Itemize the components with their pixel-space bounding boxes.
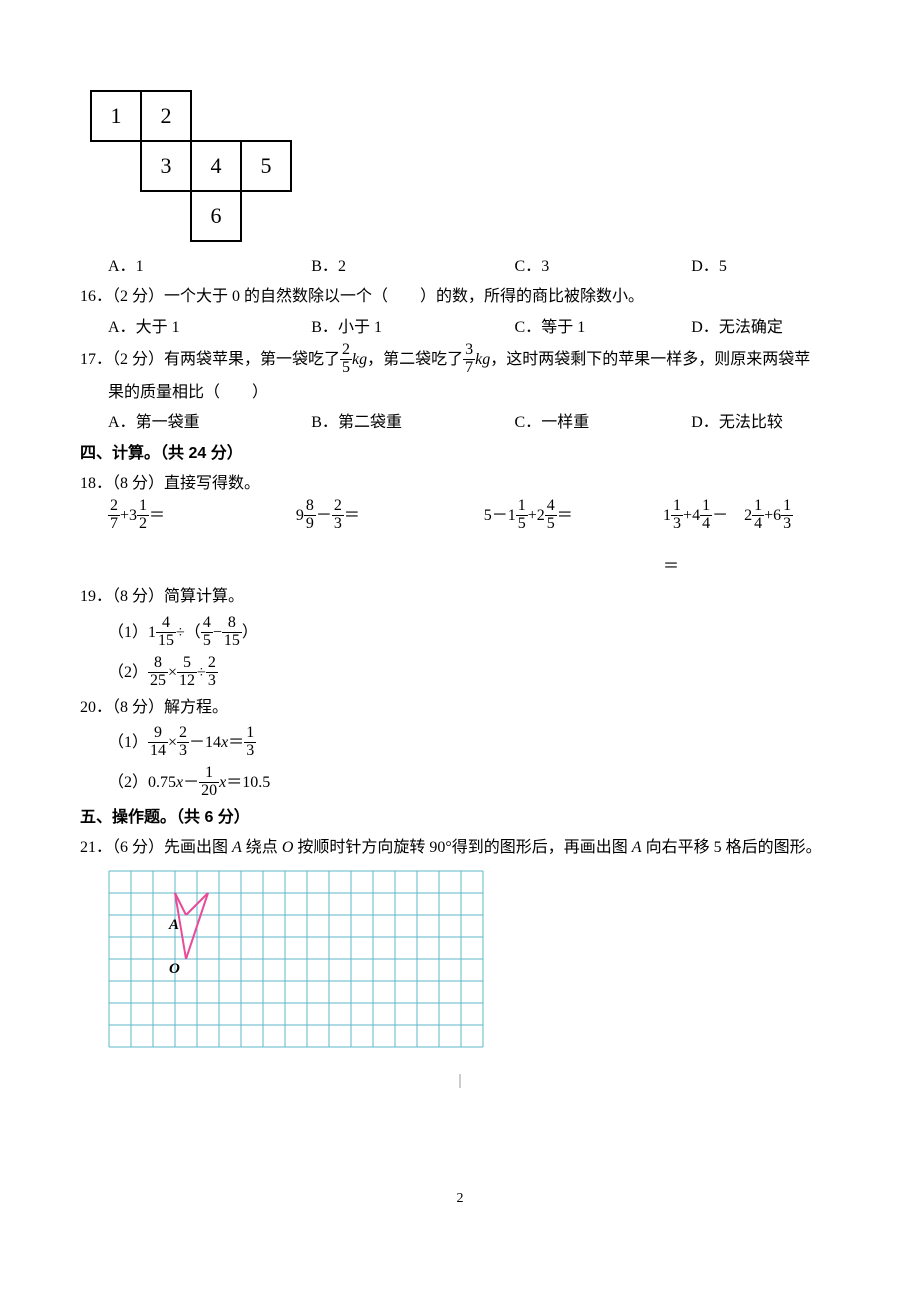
q16-opt-d-text: 无法确定 — [719, 319, 783, 336]
cube-cell-empty — [141, 191, 191, 241]
q18-item-c: 5－115+245＝ — [484, 499, 663, 534]
cube-cell-empty — [191, 91, 241, 141]
grid-svg: AO — [108, 870, 484, 1048]
q20-p2: （2）0.75x－120x＝10.5 — [108, 763, 840, 803]
q20-p1: （1）914×23－14x＝13 — [108, 723, 840, 763]
q19-stem: 19．（8 分）简算计算。 — [80, 582, 840, 612]
svg-text:O: O — [169, 961, 180, 977]
q15-opt-b: B．2 — [311, 252, 514, 282]
q17-opt-d: D．无法比较 — [691, 408, 868, 438]
q17-frac2: 37 — [463, 342, 475, 377]
cube-cell-empty — [241, 91, 291, 141]
q16-opt-a: A．大于 1 — [108, 313, 311, 343]
q16-opt-d: D．无法确定 — [691, 313, 868, 343]
q16-options: A．大于 1 B．小于 1 C．等于 1 D．无法确定 — [108, 313, 868, 343]
q18-row: 27+312＝ 989－23＝ 5－115+245＝ 113+414－ 214+… — [108, 499, 868, 582]
q17-text-c: ，这时两袋剩下的苹果一样多，则原来两袋苹 — [490, 351, 810, 368]
q17-frac1: 25 — [340, 342, 352, 377]
q20-stem: 20．（8 分）解方程。 — [80, 693, 840, 723]
q15-opt-c-text: 3 — [541, 258, 549, 275]
cursor-marker — [459, 1074, 461, 1088]
section-5-heading: 五、操作题。（共 6 分） — [80, 803, 840, 833]
q16-stem: 16．（2 分）一个大于 0 的自然数除以一个（ ）的数，所得的商比被除数小。 — [80, 282, 840, 312]
q17-line1: 17．（2 分）有两袋苹果，第一袋吃了25kg，第二袋吃了37kg，这时两袋剩下… — [80, 343, 840, 378]
q16-stem-a: 16．（2 分）一个大于 0 的自然数除以一个（ — [80, 288, 388, 305]
cube-cell-5: 5 — [241, 141, 291, 191]
q17-text-a: 17．（2 分）有两袋苹果，第一袋吃了 — [80, 351, 340, 368]
q17-line2: 果的质量相比（ ） — [108, 378, 840, 408]
section-4-heading: 四、计算。（共 24 分） — [80, 439, 840, 469]
q18-item-b: 989－23＝ — [296, 499, 484, 534]
q15-opt-a-text: 1 — [136, 258, 144, 275]
q15-opt-b-text: 2 — [338, 258, 346, 275]
q17-opt-a-text: 第一袋重 — [136, 414, 200, 431]
q15-opt-d: D．5 — [691, 252, 868, 282]
q15-opt-c: C．3 — [515, 252, 692, 282]
cube-cell-4: 4 — [191, 141, 241, 191]
q15-opt-a: A．1 — [108, 252, 311, 282]
q18-item-d-eq: ＝ — [663, 552, 868, 582]
cube-net-figure: 1 2 3 4 5 6 — [90, 90, 840, 242]
cube-cell-3: 3 — [141, 141, 191, 191]
q17-opt-b-text: 第二袋重 — [338, 414, 402, 431]
q19-p2: （2）825×512÷23 — [108, 653, 840, 693]
q16-opt-a-text: 大于 1 — [136, 319, 180, 336]
q16-stem-b: ）的数，所得的商比被除数小。 — [420, 288, 644, 305]
q16-opt-c-text: 等于 1 — [541, 319, 585, 336]
q17-opt-c-text: 一样重 — [541, 414, 589, 431]
cube-cell-empty — [91, 191, 141, 241]
q15-options: A．1 B．2 C．3 D．5 — [108, 252, 868, 282]
svg-text:A: A — [168, 917, 179, 933]
q16-opt-b-text: 小于 1 — [338, 319, 382, 336]
cube-cell-6: 6 — [191, 191, 241, 241]
q21-grid-figure: AO — [108, 870, 840, 1059]
cube-cell-2: 2 — [141, 91, 191, 141]
q17-options: A．第一袋重 B．第二袋重 C．一样重 D．无法比较 — [108, 408, 868, 438]
q17-opt-b: B．第二袋重 — [311, 408, 514, 438]
q17-opt-d-text: 无法比较 — [719, 414, 783, 431]
q15-opt-d-text: 5 — [719, 258, 727, 275]
q21-stem: 21．（6 分）先画出图 A 绕点 O 按顺时针方向旋转 90°得到的图形后，再… — [80, 833, 840, 863]
q17-unit2: kg — [475, 351, 490, 368]
q16-opt-c: C．等于 1 — [515, 313, 692, 343]
q19-p1: （1）1415÷（45−815） — [108, 613, 840, 653]
q17-opt-c: C．一样重 — [515, 408, 692, 438]
q18-item-d: 113+414－ 214+613 ＝ — [663, 499, 868, 582]
q18-stem: 18．（8 分）直接写得数。 — [80, 469, 840, 499]
q17-opt-a: A．第一袋重 — [108, 408, 311, 438]
q16-opt-b: B．小于 1 — [311, 313, 514, 343]
cube-cell-empty — [91, 141, 141, 191]
q17-unit1: kg — [352, 351, 367, 368]
q17-text-b: ，第二袋吃了 — [367, 351, 463, 368]
q18-item-a: 27+312＝ — [108, 499, 296, 534]
cube-cell-1: 1 — [91, 91, 141, 141]
page-number: 2 — [80, 1186, 840, 1213]
cube-cell-empty — [241, 191, 291, 241]
